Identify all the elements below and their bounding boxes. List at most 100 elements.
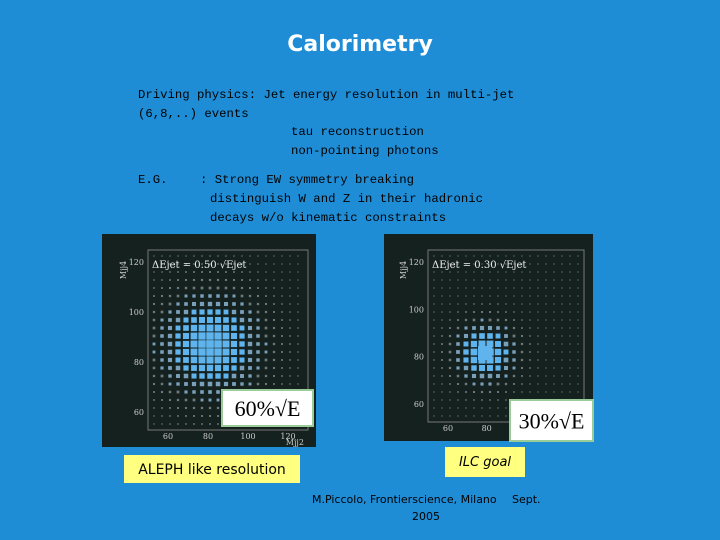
histogram-box	[478, 340, 486, 348]
histogram-box	[569, 391, 571, 393]
histogram-box	[222, 340, 230, 348]
histogram-box	[289, 303, 291, 305]
histogram-box	[240, 286, 244, 290]
histogram-box	[569, 343, 571, 345]
histogram-box	[441, 319, 443, 321]
histogram-box	[206, 316, 214, 324]
histogram-box	[175, 341, 181, 347]
histogram-box	[169, 407, 171, 409]
histogram-box	[169, 287, 171, 289]
histogram-box	[537, 327, 539, 329]
histogram-box	[208, 406, 212, 410]
histogram-box	[223, 301, 229, 307]
histogram-box	[553, 303, 555, 305]
histogram-box	[553, 295, 555, 297]
histogram-box	[183, 309, 189, 315]
histogram-box	[167, 357, 173, 363]
histogram-box	[281, 295, 283, 297]
histogram-box	[256, 374, 260, 378]
histogram-box	[207, 309, 213, 315]
histogram-box	[272, 366, 276, 370]
histogram-box	[182, 340, 190, 348]
histogram-box	[561, 335, 563, 337]
histogram-box	[152, 342, 156, 346]
histogram-box	[489, 295, 491, 297]
histogram-box	[537, 279, 539, 281]
histogram-box	[456, 334, 460, 338]
histogram-box	[214, 332, 222, 340]
histogram-box	[249, 287, 251, 289]
histogram-box	[577, 335, 579, 337]
histogram-box	[281, 383, 283, 385]
histogram-box	[433, 375, 435, 377]
histogram-box	[495, 333, 501, 339]
histogram-box	[225, 263, 227, 265]
histogram-box	[184, 294, 188, 298]
histogram-box	[433, 319, 435, 321]
histogram-box	[167, 341, 173, 347]
histogram-box	[561, 359, 563, 361]
formula-box	[221, 389, 314, 427]
histogram-box	[209, 255, 211, 257]
histogram-box	[273, 303, 275, 305]
histogram-box	[577, 319, 579, 321]
histogram-box	[577, 287, 579, 289]
histogram-box	[265, 271, 267, 273]
histogram-box	[495, 341, 501, 347]
histogram-box	[257, 271, 259, 273]
histogram-box	[153, 279, 155, 281]
histogram-box	[569, 359, 571, 361]
histogram-box	[209, 271, 211, 273]
histogram-box	[185, 415, 187, 417]
histogram-box	[289, 319, 291, 321]
histogram-box	[214, 316, 222, 324]
histogram-box	[239, 325, 245, 331]
histogram-box	[481, 407, 483, 409]
histogram-box	[272, 334, 276, 338]
histogram-box	[248, 318, 252, 322]
histogram-box	[184, 382, 188, 386]
histogram-box	[153, 423, 155, 425]
histogram-box	[553, 359, 555, 361]
histogram-box	[537, 383, 539, 385]
histogram-box	[553, 391, 555, 393]
histogram-box	[449, 279, 451, 281]
histogram-box	[231, 357, 237, 363]
histogram-box	[464, 318, 468, 322]
histogram-box	[471, 333, 477, 339]
histogram-box	[481, 287, 483, 289]
histogram-box	[497, 255, 499, 257]
histogram-box	[257, 287, 259, 289]
histogram-box	[448, 350, 452, 354]
histogram-box	[230, 348, 238, 356]
histogram-box	[465, 287, 467, 289]
histogram-box	[470, 340, 478, 348]
histogram-box	[240, 294, 244, 298]
histogram-box	[545, 271, 547, 273]
formula: 30%√E	[519, 409, 585, 434]
histogram-box	[553, 311, 555, 313]
histogram-box	[478, 346, 492, 360]
histogram-box	[217, 415, 219, 417]
histogram-box	[489, 271, 491, 273]
histogram-box	[433, 351, 435, 353]
caption-box	[124, 455, 300, 483]
histogram-box	[537, 367, 539, 369]
histogram-box	[464, 326, 468, 330]
histogram-box	[529, 271, 531, 273]
histogram-box	[479, 325, 485, 331]
histogram-box	[231, 365, 237, 371]
histogram-box	[513, 303, 515, 305]
histogram-box	[505, 287, 507, 289]
histogram-box	[464, 382, 468, 386]
histogram-box	[215, 301, 221, 307]
histogram-box	[232, 278, 236, 282]
histogram-box	[231, 325, 237, 331]
histogram-box	[504, 326, 508, 330]
histogram-box	[281, 343, 283, 345]
histogram-box	[249, 263, 251, 265]
histogram-box	[473, 295, 475, 297]
histogram-box	[264, 342, 268, 346]
histogram-box	[224, 286, 228, 290]
histogram-box	[289, 359, 291, 361]
